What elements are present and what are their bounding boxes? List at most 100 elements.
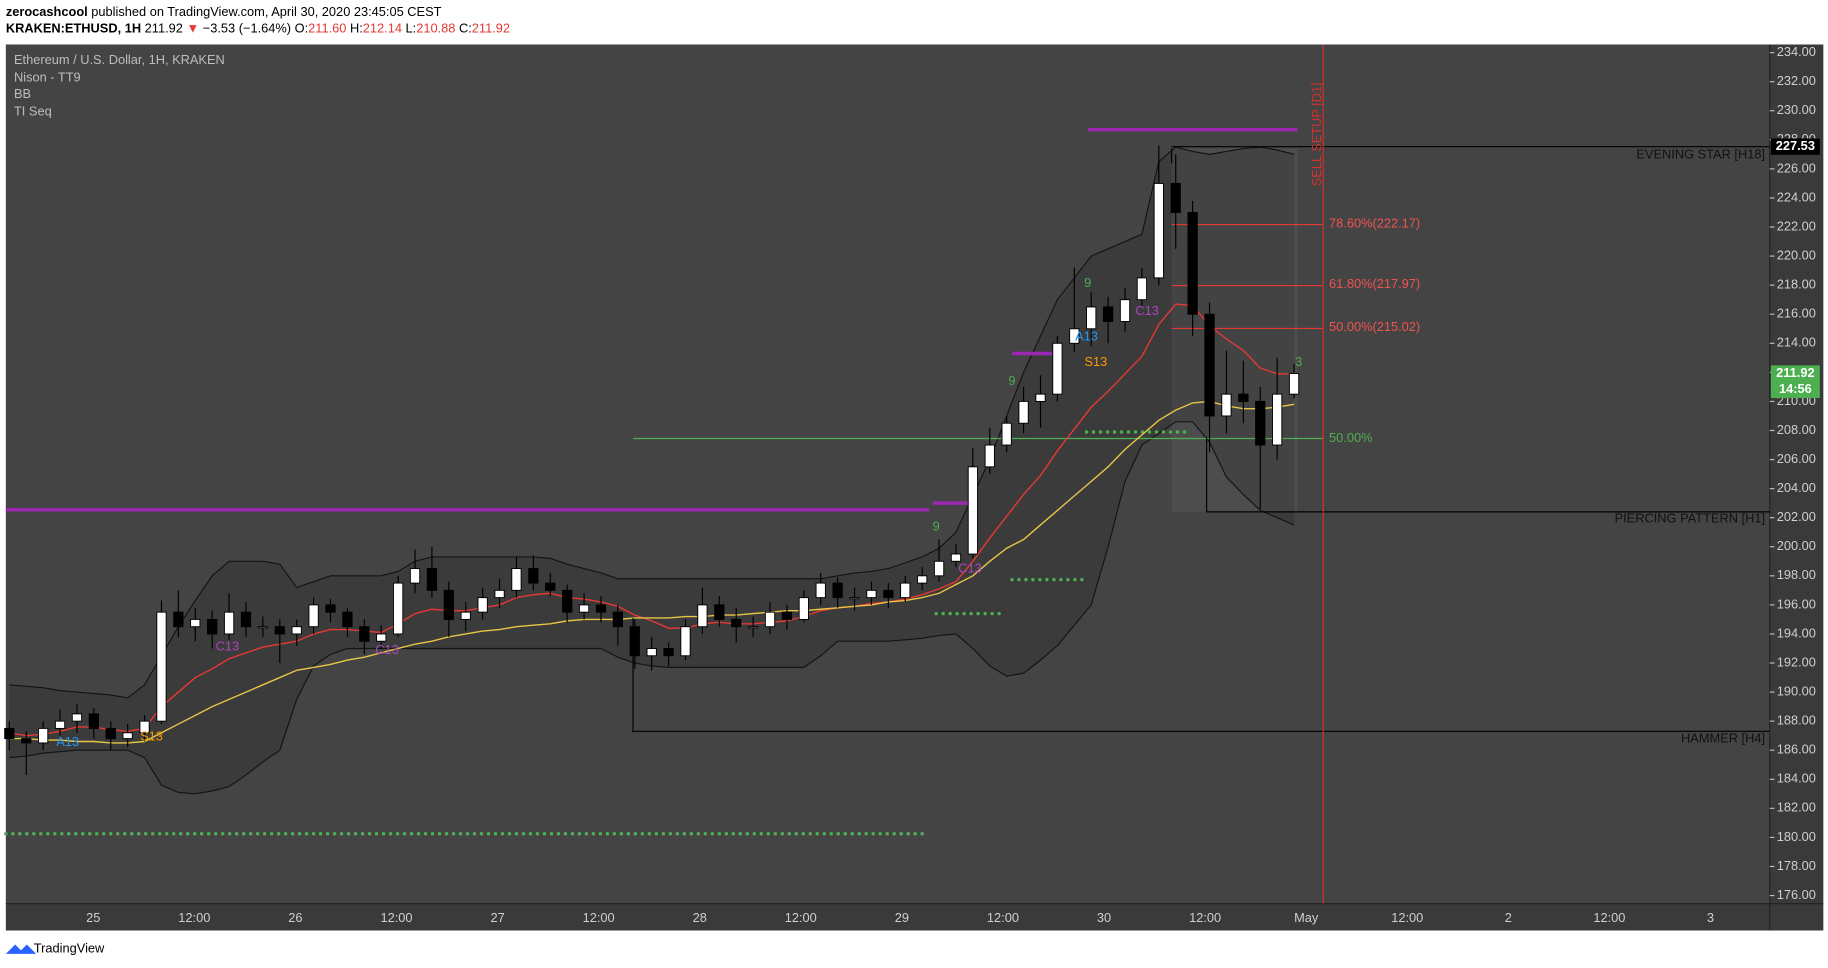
q-value: 210.88 [416,21,455,36]
ma-line [9,303,1295,737]
candle-body [1187,212,1198,315]
candle-body [1153,182,1164,279]
candle-body [1170,182,1181,213]
candle-body [477,597,488,613]
legend-title: Ethereum / U.S. Dollar, 1H, KRAKEN [14,52,225,67]
y-tick-label: 196.00 [1777,596,1816,611]
candle-body [1086,306,1097,330]
y-tick-label: 206.00 [1777,451,1816,466]
annotation: S13 [140,728,163,743]
candle-body [4,727,15,740]
candle-body [680,626,691,657]
y-tick-label: 190.00 [1777,683,1816,698]
x-tick-label: May [1294,910,1319,925]
candle-body [545,582,556,591]
candle-body [105,727,116,740]
q-label: O: [295,21,309,36]
band-fill [9,147,1295,794]
candle-body [917,575,928,584]
annotation: A13 [56,734,79,749]
candle-body [1288,373,1300,395]
annotation: 9 [1084,275,1091,290]
high-tag-label: 227.53 [1776,138,1815,153]
candle-body [156,611,167,722]
candle-body [849,597,860,600]
legend-item: TI Seq [14,103,52,118]
annotation: C13 [1135,303,1159,318]
annotation: 61.80%(217.97) [1329,276,1420,291]
y-tick-label: 226.00 [1777,160,1816,175]
candle-body [38,727,49,744]
candle-body [866,589,877,599]
last: 211.92 [145,21,183,36]
y-tick-label: 218.00 [1777,277,1816,292]
candle-body [392,582,404,635]
candle-body [1255,400,1266,446]
candle-body [21,738,32,744]
q-label: C: [459,21,472,36]
y-tick-label: 224.00 [1777,189,1816,204]
candle-body [1001,422,1012,446]
candle-body [240,611,252,628]
candle-body [88,713,99,729]
candle-body [528,568,539,584]
y-tick-label: 176.00 [1777,887,1816,902]
brand-logo [5,944,37,954]
annotation: C13 [375,642,399,657]
y-tick-label: 184.00 [1777,771,1816,786]
candle-body [291,626,302,635]
legend-item: Nison - TT9 [14,70,81,85]
y-tick-label: 222.00 [1777,218,1816,233]
y-tick-label: 188.00 [1777,713,1816,728]
candle-body [1221,393,1232,417]
candle-body [1069,328,1080,344]
plot-area [5,44,1770,904]
ma-line [9,400,1295,744]
change: −3.53 (−1.64%) [203,21,291,36]
candle-body [122,732,133,740]
annotation: SELL SETUP [D1] [1309,82,1324,186]
x-tick-label: 12:00 [1391,910,1423,925]
x-tick-label: 29 [895,910,909,925]
annotation: EVENING STAR [H18] [1636,147,1765,162]
y-tick-label: 230.00 [1777,102,1816,117]
symbol: KRAKEN:ETHUSD, 1H [6,21,141,36]
candle-body [714,604,725,620]
candle-body [511,568,522,591]
annotation: S13 [1084,354,1107,369]
x-tick-label: 25 [86,910,100,925]
y-tick-label: 232.00 [1777,73,1816,88]
candle-body [223,611,235,635]
x-tick-label: 12:00 [1189,910,1221,925]
band-line [9,146,1295,699]
y-tick-label: 208.00 [1777,422,1816,437]
x-tick-label: 26 [288,910,302,925]
candle-body [1238,393,1249,402]
x-tick-label: 12:00 [178,910,210,925]
high-tag [1770,138,1820,155]
time-axis [5,903,1824,931]
last-tag-label: 211.92 [1776,365,1814,380]
candle-body [832,582,843,599]
x-tick-label: 12:00 [987,910,1019,925]
q-value: 211.92 [472,21,510,36]
candle-body [173,611,184,628]
q-value: 212.14 [363,21,402,36]
candle-body [1204,313,1215,417]
header-line: zerocashcool published on TradingView.co… [6,4,442,19]
candle-body [54,720,66,729]
candle-body [1102,306,1114,322]
candle-body [71,713,83,722]
y-tick-label: 220.00 [1777,247,1816,262]
y-tick-label: 214.00 [1777,335,1816,350]
x-tick-label: 2 [1505,910,1512,925]
price-axis [1769,44,1824,904]
x-tick-label: 27 [490,910,504,925]
annotation: 9 [933,519,940,534]
annotation: PIERCING PATTERN [H1] [1615,510,1765,525]
candle-body [798,597,809,620]
candle-body [443,589,454,620]
candle-body [883,589,894,599]
